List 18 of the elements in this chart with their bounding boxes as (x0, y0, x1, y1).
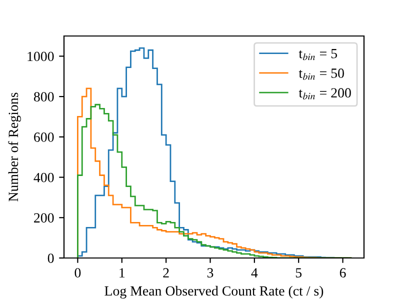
y-tick-label: 400 (34, 172, 54, 182)
x-tick-label: 5 (296, 268, 302, 278)
x-axis-title: Log Mean Observed Count Rate (ct / s) (104, 286, 324, 299)
legend-label: t$_{bin}$ = 5 (298, 49, 338, 60)
x-tick-label: 4 (251, 268, 258, 278)
legend-label: t$_{bin}$ = 200 (298, 88, 351, 100)
x-tick-label: 0 (74, 268, 81, 278)
y-tick-label: 800 (34, 92, 54, 102)
y-tick-label: 0 (48, 254, 54, 263)
y-tick-label: 200 (34, 213, 54, 223)
x-tick-label: 6 (340, 268, 346, 278)
y-tick-label: 1000 (28, 52, 54, 62)
y-tick-label: 600 (34, 132, 54, 142)
x-tick-label: 2 (163, 268, 169, 278)
legend-label: t$_{bin}$ = 50 (298, 68, 344, 80)
y-axis-title: Number of Regions (8, 92, 21, 202)
x-tick-label: 3 (207, 268, 214, 278)
x-tick-label: 1 (120, 268, 125, 278)
